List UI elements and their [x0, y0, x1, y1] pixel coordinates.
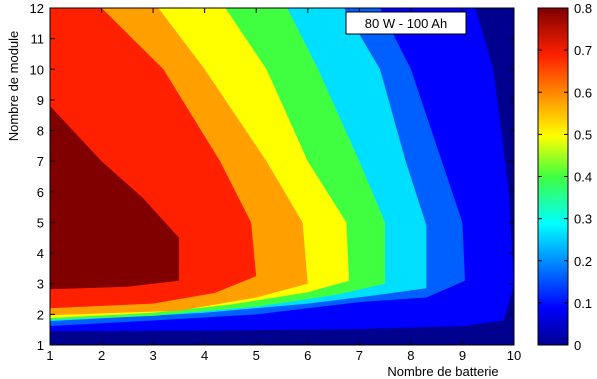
y-tick-label: 5 — [37, 215, 44, 230]
colorbar: 0 0.1 0.2 0.3 0.4 0.5 0.6 0.7 0.8 — [537, 1, 592, 353]
colorbar-tick-label: 0.1 — [574, 296, 592, 311]
contour-region-0.75 — [50, 8, 179, 345]
annotation-box: 80 W - 100 Ah — [345, 11, 467, 35]
x-tick-label: 2 — [98, 348, 105, 363]
y-tick-label: 12 — [30, 1, 44, 16]
colorbar-tick-label: 0.8 — [574, 1, 592, 16]
annotation-text: 80 W - 100 Ah — [365, 16, 447, 31]
colorbar-tick-label: 0.6 — [574, 85, 592, 100]
x-tick-label: 4 — [201, 348, 208, 363]
annotation-frame — [345, 11, 467, 35]
y-tick-label: 10 — [30, 62, 44, 77]
colorbar-tick-label: 0.7 — [574, 43, 592, 58]
colorbar-tick-label: 0.5 — [574, 127, 592, 142]
y-tick-label: 2 — [37, 307, 44, 322]
colorbar-tick-label: 0.4 — [574, 170, 592, 185]
colorbar-tick-label: 0.3 — [574, 212, 592, 227]
plot-frame — [49, 7, 515, 346]
y-tick-label: 4 — [37, 246, 44, 261]
y-axis-label: Nombre de module — [6, 31, 21, 142]
y-tick-label: 9 — [37, 93, 44, 108]
x-tick-label: 7 — [356, 348, 363, 363]
y-tick-label: 3 — [37, 277, 44, 292]
x-tick-label: 1 — [46, 348, 53, 363]
y-tick-label: 11 — [31, 32, 45, 47]
x-tick-label: 5 — [253, 348, 260, 363]
plot-area — [50, 8, 514, 345]
colorbar-tick-label: 0 — [574, 338, 581, 353]
y-tick-label: 7 — [37, 154, 44, 169]
x-tick-label: 8 — [407, 348, 414, 363]
x-tick-label: 10 — [507, 348, 521, 363]
y-tick-label: 6 — [37, 185, 44, 200]
x-tick-label: 9 — [459, 348, 466, 363]
x-tick-label: 3 — [149, 348, 156, 363]
y-tick-label: 1 — [37, 338, 44, 353]
x-axis-label: Nombre de batterie — [387, 364, 498, 379]
x-tick-label: 6 — [304, 348, 311, 363]
colorbar-scale — [537, 7, 569, 346]
colorbar-tick-label: 0.2 — [574, 254, 592, 269]
y-tick-label: 8 — [37, 124, 44, 139]
